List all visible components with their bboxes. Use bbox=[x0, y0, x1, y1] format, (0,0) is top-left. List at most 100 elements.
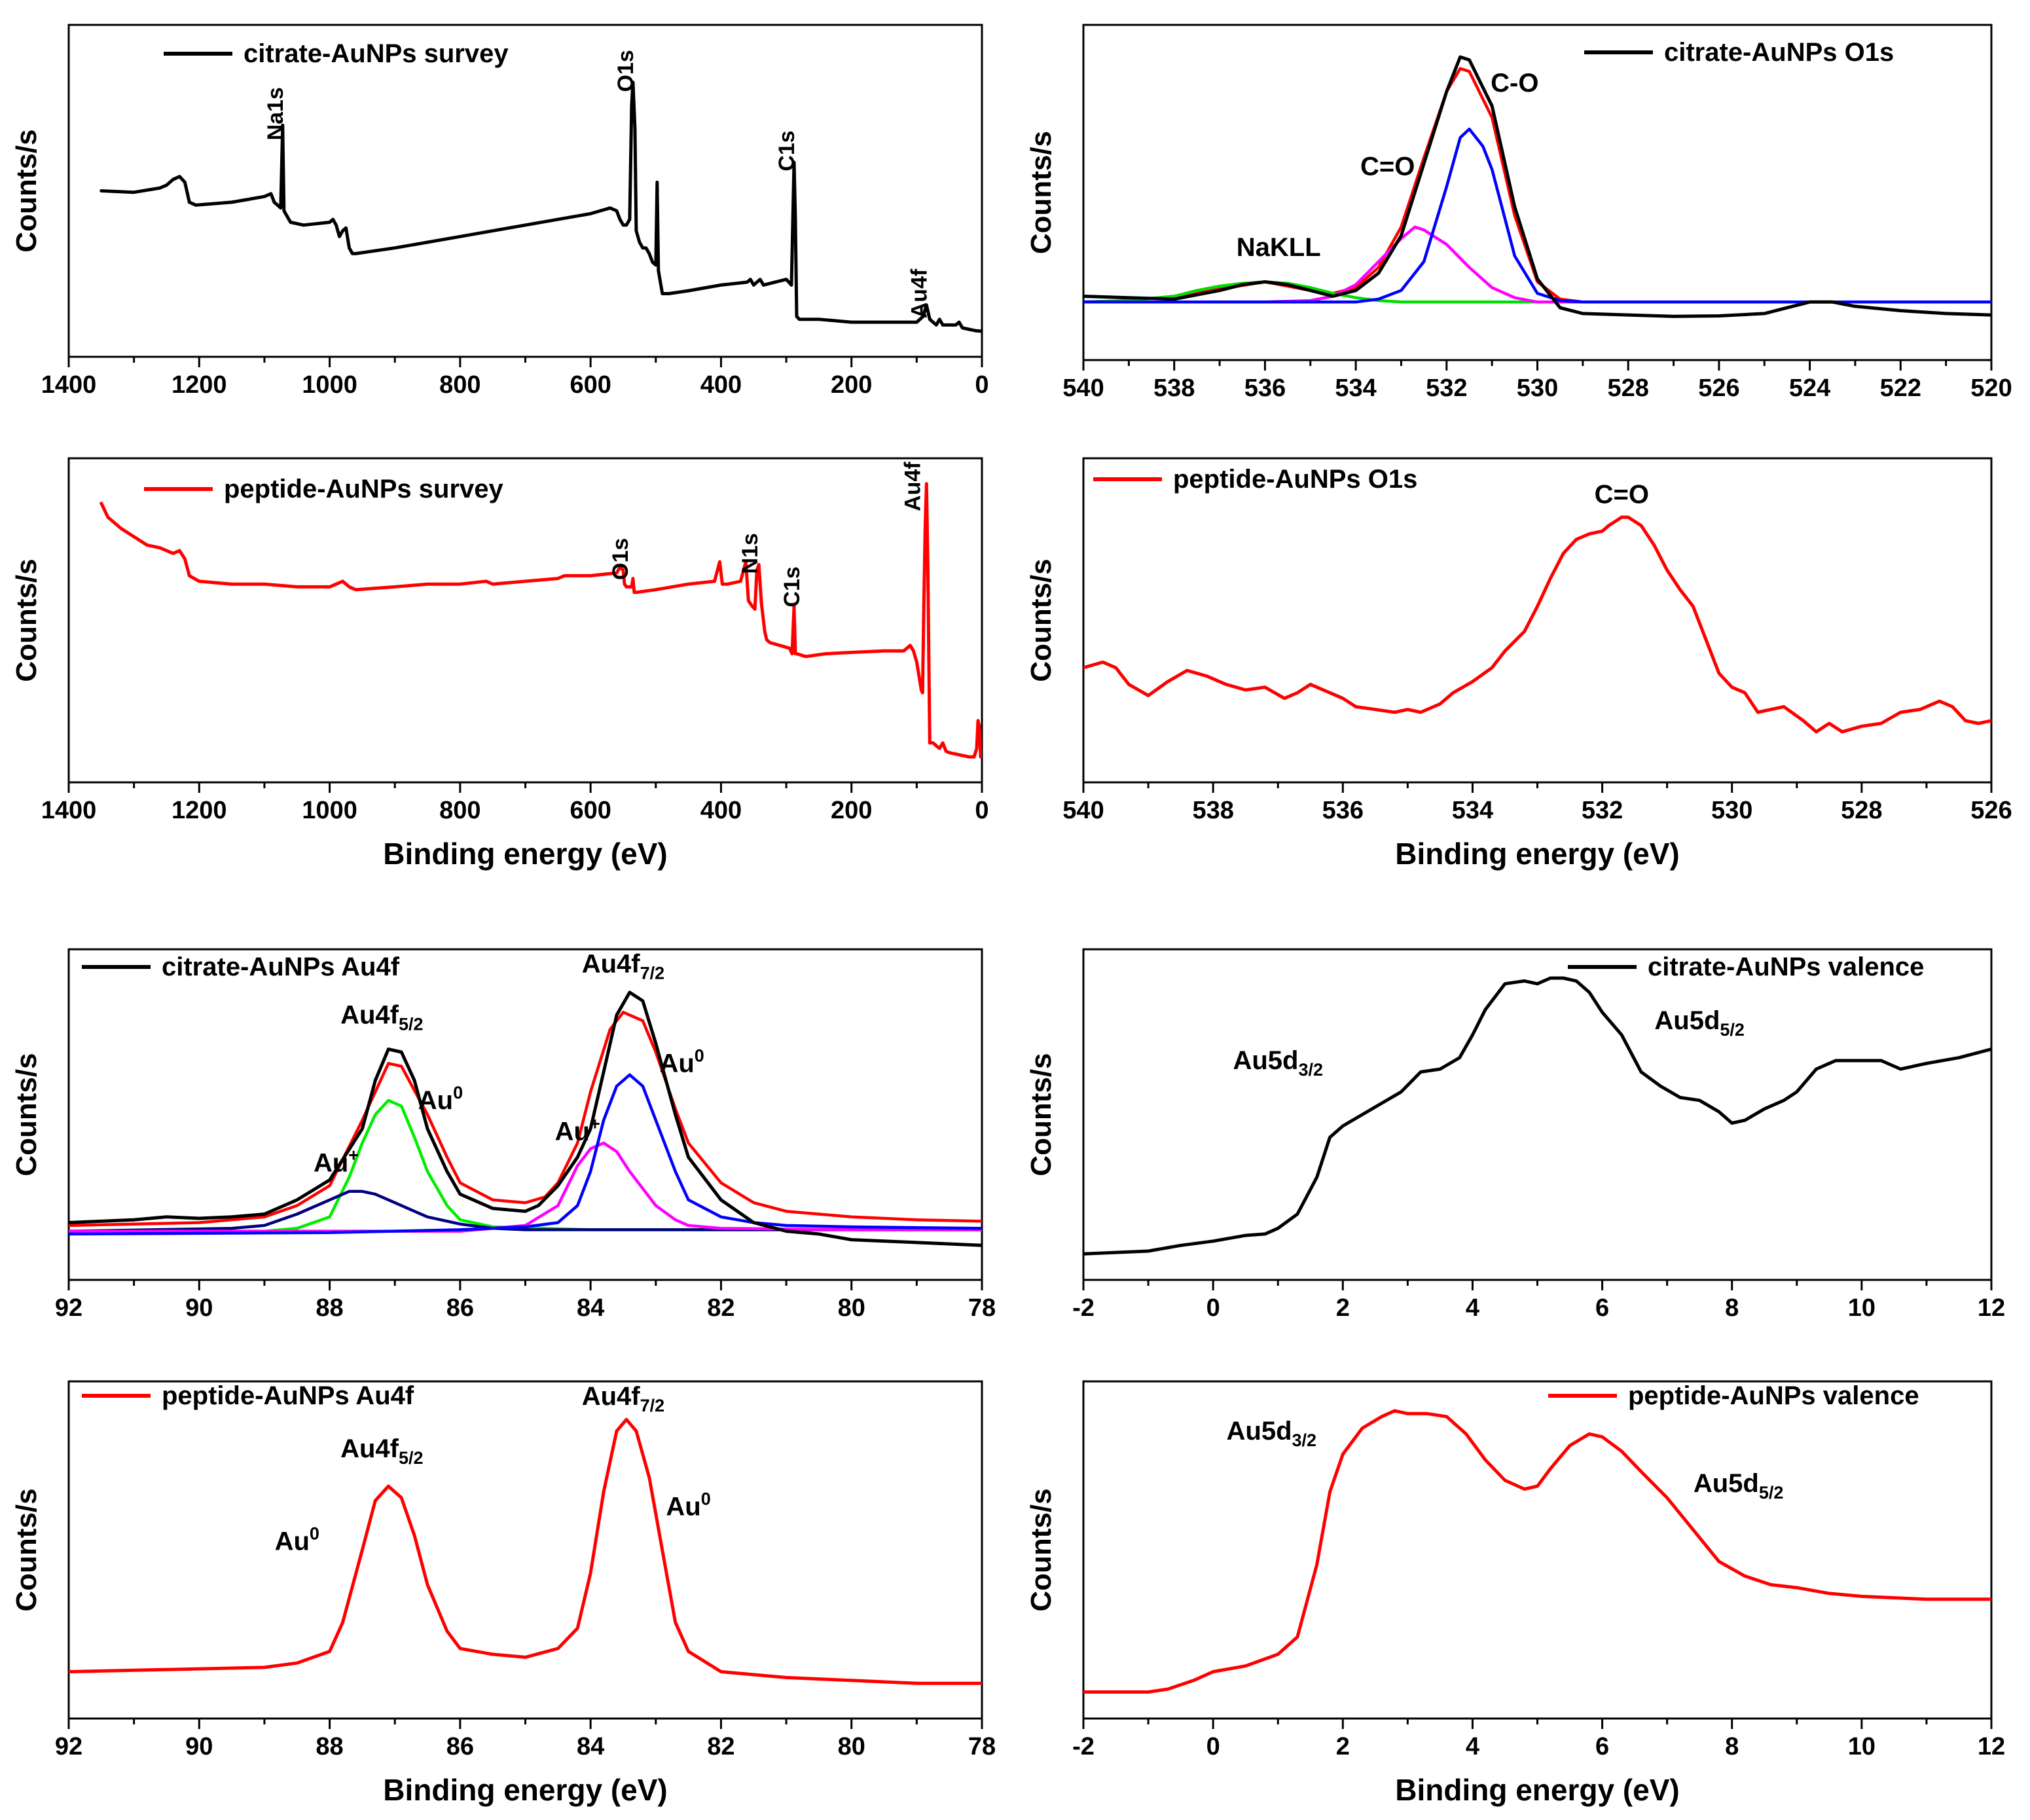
legend-label: peptide-AuNPs valence bbox=[1628, 1381, 1919, 1410]
x-tick-label: 540 bbox=[1062, 797, 1104, 824]
y-axis-label: Counts/s bbox=[10, 558, 43, 682]
peak-annotation: Au5d3/2 bbox=[1233, 1046, 1323, 1080]
x-tick-label: 80 bbox=[838, 1733, 865, 1760]
x-tick-label: 90 bbox=[185, 1733, 213, 1760]
x-tick-label: 4 bbox=[1466, 1733, 1479, 1760]
x-tick-label: -2 bbox=[1072, 1294, 1095, 1322]
x-tick-label: -2 bbox=[1072, 1733, 1095, 1760]
x-tick-label: 12 bbox=[1978, 1294, 2005, 1322]
x-tick-label: 528 bbox=[1607, 374, 1648, 402]
legend-label: citrate-AuNPs survey bbox=[244, 39, 509, 68]
peak-annotation: C=O bbox=[1360, 153, 1415, 181]
x-tick-label: 540 bbox=[1062, 374, 1104, 402]
y-axis-label: Counts/s bbox=[10, 1053, 43, 1176]
peak-annotation: Au4f5/2 bbox=[340, 1001, 423, 1034]
x-tick-label: 532 bbox=[1582, 797, 1623, 824]
panel-peptide-aunps-survey: 1400 1200 1000 800 600 400 200 0 Counts/s Binding… bbox=[10, 457, 989, 871]
x-tick-label: 12 bbox=[1978, 1733, 2005, 1760]
x-tick-label: 400 bbox=[700, 371, 742, 399]
x-tick-label: 84 bbox=[577, 1733, 604, 1760]
peak-annotation: Au5d5/2 bbox=[1694, 1469, 1784, 1502]
x-tick-label: 536 bbox=[1244, 374, 1286, 402]
x-tick-label: 88 bbox=[316, 1733, 343, 1760]
x-tick-label: 0 bbox=[1206, 1294, 1220, 1322]
x-tick-label: 2 bbox=[1336, 1294, 1350, 1322]
y-axis-label: Counts/s bbox=[1025, 131, 1057, 254]
x-tick-label: 2 bbox=[1336, 1733, 1350, 1760]
x-tick-label: 6 bbox=[1595, 1294, 1609, 1322]
x-tick-label: 92 bbox=[55, 1294, 82, 1322]
legend-label: citrate-AuNPs O1s bbox=[1664, 38, 1894, 67]
x-tick-label: 1000 bbox=[302, 371, 357, 399]
series-line-peptide-aunps-survey bbox=[100, 482, 982, 759]
legend-label: citrate-AuNPs valence bbox=[1648, 953, 1924, 981]
x-tick-label: 8 bbox=[1725, 1733, 1739, 1760]
x-tick-label: 538 bbox=[1192, 797, 1233, 824]
peak-annotation: Au4f5/2 bbox=[340, 1434, 423, 1468]
y-axis-label: Counts/s bbox=[10, 129, 43, 252]
peak-annotation: C=O bbox=[1595, 481, 1649, 509]
peak-annotation: Au4f bbox=[900, 462, 925, 511]
panel-peptide-aunps-au4f: 92 90 88 86 84 82 80 78 Counts/s Binding energy (… bbox=[10, 1380, 996, 1807]
x-tick-label: 200 bbox=[831, 797, 872, 824]
legend-label: peptide-AuNPs survey bbox=[224, 475, 504, 503]
y-axis-label: Counts/s bbox=[1025, 558, 1057, 682]
y-axis-label: Counts/s bbox=[1025, 1053, 1057, 1176]
x-tick-label: 86 bbox=[446, 1733, 474, 1760]
x-tick-label: 528 bbox=[1841, 797, 1882, 824]
plot-frame bbox=[1082, 457, 1993, 784]
plot-frame bbox=[1082, 948, 1993, 1281]
x-tick-label: 530 bbox=[1517, 374, 1558, 402]
plot-frame bbox=[67, 457, 983, 784]
peak-annotation: Au5d5/2 bbox=[1654, 1006, 1745, 1040]
x-tick-label: 88 bbox=[316, 1294, 343, 1322]
legend-label: peptide-AuNPs Au4f bbox=[162, 1381, 414, 1410]
x-tick-label: 1200 bbox=[172, 371, 227, 399]
series-line-peptide-aunps-valence bbox=[1083, 1409, 1991, 1694]
peak-annotation: Na1s bbox=[263, 87, 288, 140]
peak-annotation: Au0 bbox=[418, 1083, 463, 1115]
peak-annotation: C1s bbox=[780, 566, 805, 607]
x-tick-label: 522 bbox=[1880, 374, 1921, 402]
x-tick-label: 520 bbox=[1970, 374, 2012, 402]
y-axis-label: Counts/s bbox=[10, 1488, 43, 1611]
x-tick-label: 538 bbox=[1153, 374, 1195, 402]
peak-annotation: Au+ bbox=[555, 1114, 600, 1146]
peak-annotation: O1s bbox=[613, 50, 638, 92]
x-tick-label: 400 bbox=[700, 797, 742, 824]
x-tick-label: 82 bbox=[707, 1294, 734, 1322]
series-line-citrate-aunps-valence bbox=[1083, 976, 1991, 1256]
legend-label: peptide-AuNPs O1s bbox=[1173, 465, 1417, 494]
panel-citrate-aunps-au4f: 92 90 88 86 84 82 80 78 Counts/s citrate-AuNPs Au… bbox=[10, 948, 996, 1322]
x-tick-label: 6 bbox=[1595, 1733, 1609, 1760]
peak-annotation: O1s bbox=[608, 538, 633, 580]
x-tick-label: 526 bbox=[1970, 797, 2012, 824]
x-tick-label: 200 bbox=[831, 371, 872, 399]
x-tick-label: 0 bbox=[1206, 1733, 1220, 1760]
x-tick-label: 530 bbox=[1711, 797, 1752, 824]
x-tick-label: 800 bbox=[439, 371, 480, 399]
peak-annotation: C1s bbox=[774, 130, 799, 171]
x-axis-label: Binding energy (eV) bbox=[1395, 1773, 1679, 1807]
panel-peptide-aunps-o1s: 540 538 536 534 532 530 528 526 Counts/s Binding … bbox=[1025, 457, 2012, 871]
peak-annotation: Au+ bbox=[314, 1145, 359, 1177]
series-line-peptide-aunps-au4f bbox=[69, 1417, 982, 1685]
peak-annotation: Au4f7/2 bbox=[582, 1382, 664, 1415]
series-line-au-5-2 bbox=[69, 1190, 982, 1233]
x-tick-label: 4 bbox=[1466, 1294, 1479, 1322]
x-tick-label: 90 bbox=[185, 1294, 213, 1322]
x-tick-label: 78 bbox=[968, 1733, 996, 1760]
peak-annotation: N1s bbox=[738, 533, 763, 573]
series-line-citrate-aunps-au4f bbox=[69, 991, 982, 1247]
x-tick-label: 534 bbox=[1335, 374, 1376, 402]
x-axis-label: Binding energy (eV) bbox=[1395, 837, 1679, 871]
x-axis-label: Binding energy (eV) bbox=[383, 837, 667, 871]
peak-annotation: Au0 bbox=[275, 1524, 319, 1556]
x-tick-label: 92 bbox=[55, 1733, 82, 1760]
series-line-citrate-aunps-o1s bbox=[1083, 55, 1991, 318]
y-axis-label: Counts/s bbox=[1025, 1488, 1057, 1611]
x-tick-label: 10 bbox=[1848, 1294, 1876, 1322]
peak-annotation: Au0 bbox=[666, 1489, 710, 1521]
x-tick-label: 600 bbox=[570, 797, 611, 824]
